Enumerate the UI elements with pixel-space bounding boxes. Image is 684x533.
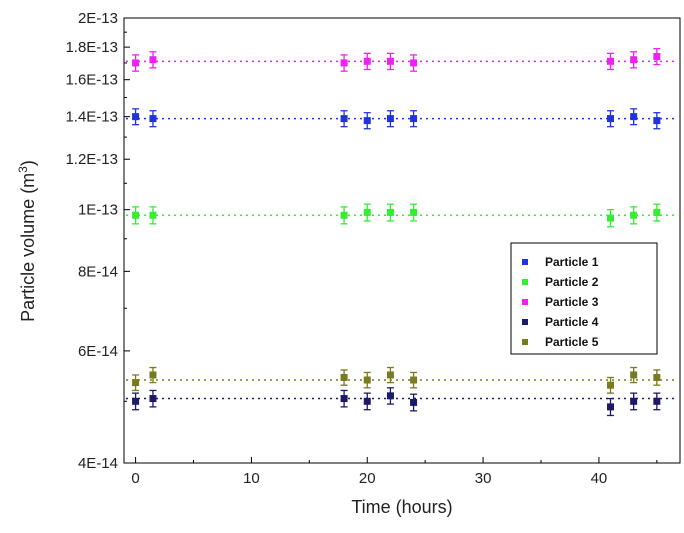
y-tick-label: 2E-13 (78, 10, 118, 27)
data-point-series-4 (630, 397, 638, 405)
legend-marker (522, 259, 528, 265)
legend-marker (522, 299, 528, 305)
x-axis-title: Time (hours) (351, 497, 452, 517)
data-point-series-4 (149, 395, 157, 403)
legend-label: Particle 5 (545, 335, 599, 349)
data-point-series-5 (149, 371, 157, 379)
data-point-series-2 (386, 208, 394, 216)
data-point-series-3 (132, 59, 140, 67)
data-point-series-2 (607, 214, 614, 222)
y-axis-title-superscript: 3 (16, 166, 30, 173)
data-point-series-2 (410, 208, 418, 216)
legend-marker (522, 279, 528, 285)
data-point-series-1 (410, 115, 418, 123)
data-point-series-5 (607, 381, 614, 389)
data-point-series-4 (340, 395, 348, 403)
data-point-series-4 (410, 398, 418, 406)
data-point-series-1 (607, 115, 614, 123)
data-point-series-1 (149, 115, 157, 123)
data-point-series-3 (340, 59, 348, 67)
legend-label: Particle 4 (545, 315, 599, 329)
data-point-series-1 (386, 115, 394, 123)
x-tick-label: 10 (243, 470, 260, 487)
data-point-series-3 (653, 53, 661, 61)
y-axis: 4E-14 6E-14 8E-14 1E-13 1.2E-13 1.4E-13 1.6E-1… (65, 10, 130, 472)
data-point-series-4 (132, 397, 140, 405)
x-tick-label: 20 (359, 470, 376, 487)
data-point-series-5 (630, 371, 638, 379)
y-tick-label: 1.8E-13 (65, 39, 118, 56)
data-point-series-3 (410, 59, 418, 67)
data-point-series-5 (363, 376, 371, 384)
data-point-series-4 (607, 403, 614, 411)
y-tick-label: 1.2E-13 (65, 151, 118, 168)
mean-lines (126, 60, 678, 400)
data-point-series-2 (630, 211, 638, 219)
data-point-series-1 (132, 113, 140, 121)
data-point-series-4 (363, 397, 371, 405)
y-tick-label: 4E-14 (78, 455, 118, 472)
legend-label: Particle 2 (545, 275, 599, 289)
legend: Particle 1 Particle 2 Particle 3 Particle 4… (510, 242, 658, 355)
x-tick-label: 30 (475, 470, 492, 487)
data-point-series-5 (132, 379, 140, 387)
data-point-series-4 (653, 397, 661, 405)
legend-box (510, 242, 658, 355)
data-point-series-4 (386, 392, 394, 400)
data-point-series-5 (340, 373, 348, 381)
data-point-series-1 (363, 117, 371, 125)
y-tick-label: 8E-14 (78, 263, 118, 280)
data-point-series-2 (340, 211, 348, 219)
data-point-series-2 (132, 211, 140, 219)
y-tick-label: 6E-14 (78, 343, 118, 360)
legend-label: Particle 3 (545, 295, 599, 309)
data-point-series-2 (653, 208, 661, 216)
data-point-series-5 (386, 371, 394, 379)
y-axis-title: Particle volume (m3) (16, 160, 38, 322)
y-axis-title-main: Particle volume (m (18, 173, 38, 322)
y-tick-label: 1E-13 (78, 202, 118, 219)
data-point-series-3 (386, 57, 394, 65)
x-tick-label: 40 (591, 470, 608, 487)
data-point-series-5 (653, 373, 661, 381)
plot-frame (123, 17, 681, 464)
data-point-series-3 (149, 56, 157, 64)
data-point-series-1 (653, 117, 661, 125)
data-point-series-2 (363, 208, 371, 216)
legend-label: Particle 1 (545, 255, 599, 269)
y-tick-label: 1.6E-13 (65, 72, 118, 89)
data-point-series-3 (363, 57, 371, 65)
data-point-series-1 (630, 113, 638, 121)
y-axis-title-close: ) (18, 160, 38, 166)
data-point-series-2 (149, 211, 157, 219)
data-point-series-5 (410, 376, 418, 384)
x-axis: 0 10 20 30 40 (131, 457, 658, 487)
data-point-series-3 (607, 57, 614, 65)
y-tick-label: 1.4E-13 (65, 109, 118, 126)
error-bars (132, 48, 661, 417)
data-point-series-1 (340, 115, 348, 123)
data-points (132, 53, 661, 411)
x-tick-label: 0 (131, 470, 139, 487)
legend-marker (522, 319, 528, 325)
data-point-series-3 (630, 56, 638, 64)
legend-marker (522, 339, 528, 345)
